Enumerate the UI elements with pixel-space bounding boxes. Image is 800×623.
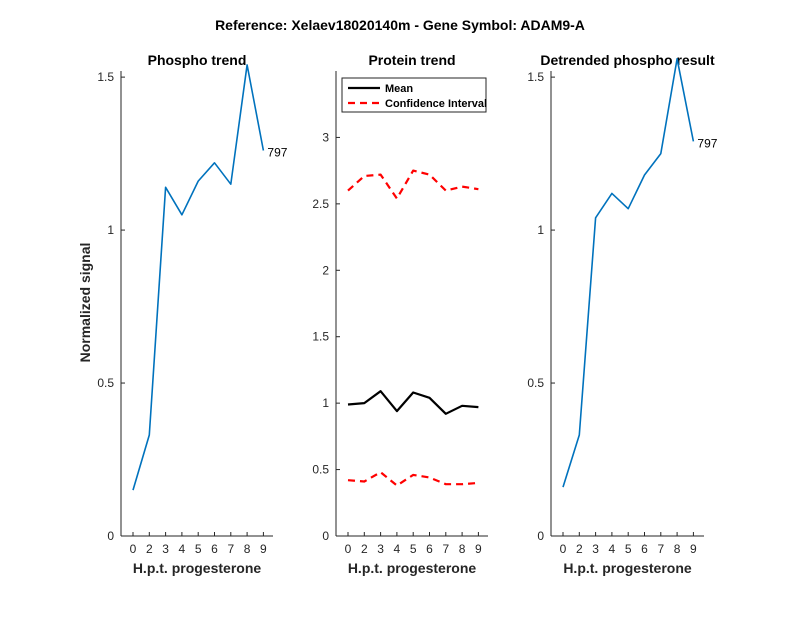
x-tick-label: 7 <box>227 542 234 556</box>
x-tick-label: 4 <box>179 542 186 556</box>
series-line-mean <box>347 390 479 415</box>
x-tick-label: 6 <box>641 542 648 556</box>
y-tick-label: 1.5 <box>97 70 114 84</box>
y-tick-label: 1 <box>537 223 544 237</box>
x-tick-label: 0 <box>130 542 137 556</box>
point-annotation: 797 <box>697 136 717 150</box>
x-tick-label: 5 <box>195 542 202 556</box>
x-tick-label: 8 <box>459 542 466 556</box>
x-tick-label: 7 <box>657 542 664 556</box>
legend: Mean Confidence Interval <box>341 77 487 113</box>
panel-title: Protein trend <box>368 52 455 68</box>
panel-title: Detrended phospho result <box>540 52 715 68</box>
figure-suptitle: Reference: Xelaev18020140m - Gene Symbol… <box>215 17 585 33</box>
x-axis-label: H.p.t. progesterone <box>348 560 477 576</box>
y-tick-label: 0.5 <box>527 376 544 390</box>
legend-label: Mean <box>385 83 413 95</box>
y-tick-label: 0 <box>107 529 114 543</box>
x-tick-label: 0 <box>345 542 352 556</box>
y-tick-label: 0 <box>537 529 544 543</box>
y-tick-label: 1 <box>107 223 114 237</box>
y-tick-label: 1 <box>322 396 329 410</box>
x-tick-label: 3 <box>592 542 599 556</box>
x-tick-label: 5 <box>625 542 632 556</box>
x-tick-label: 7 <box>442 542 449 556</box>
y-axis-label: Normalized signal <box>77 243 93 363</box>
x-tick-label: 5 <box>410 542 417 556</box>
x-tick-label: 9 <box>690 542 697 556</box>
x-tick-label: 9 <box>475 542 482 556</box>
series-line-phospho <box>562 57 695 488</box>
y-tick-label: 1.5 <box>527 70 544 84</box>
legend-box <box>341 77 487 113</box>
legend-label: Confidence Interval <box>385 98 487 110</box>
x-tick-label: 6 <box>426 542 433 556</box>
x-tick-label: 4 <box>609 542 616 556</box>
x-axis-label: H.p.t. progesterone <box>563 560 692 576</box>
x-tick-label: 2 <box>361 542 368 556</box>
y-tick-label: 0.5 <box>312 463 329 477</box>
series-line-phospho <box>132 64 265 491</box>
point-annotation: 797 <box>267 146 287 160</box>
x-tick-label: 9 <box>260 542 267 556</box>
series-line-confidence-interval-lower <box>347 471 479 487</box>
x-tick-label: 3 <box>377 542 384 556</box>
x-tick-label: 6 <box>211 542 218 556</box>
x-axis-label: H.p.t. progesterone <box>133 560 262 576</box>
x-tick-label: 2 <box>576 542 583 556</box>
series-line-confidence-interval <box>347 169 479 200</box>
x-tick-label: 8 <box>244 542 251 556</box>
x-tick-label: 3 <box>162 542 169 556</box>
y-tick-label: 1.5 <box>312 330 329 344</box>
panel-title: Phospho trend <box>148 52 247 68</box>
y-tick-label: 0 <box>322 529 329 543</box>
x-tick-label: 0 <box>560 542 567 556</box>
y-tick-label: 0.5 <box>97 376 114 390</box>
y-tick-label: 2 <box>322 263 329 277</box>
x-tick-label: 2 <box>146 542 153 556</box>
y-tick-label: 3 <box>322 130 329 144</box>
x-tick-label: 8 <box>674 542 681 556</box>
x-tick-label: 4 <box>394 542 401 556</box>
y-tick-label: 2.5 <box>312 197 329 211</box>
